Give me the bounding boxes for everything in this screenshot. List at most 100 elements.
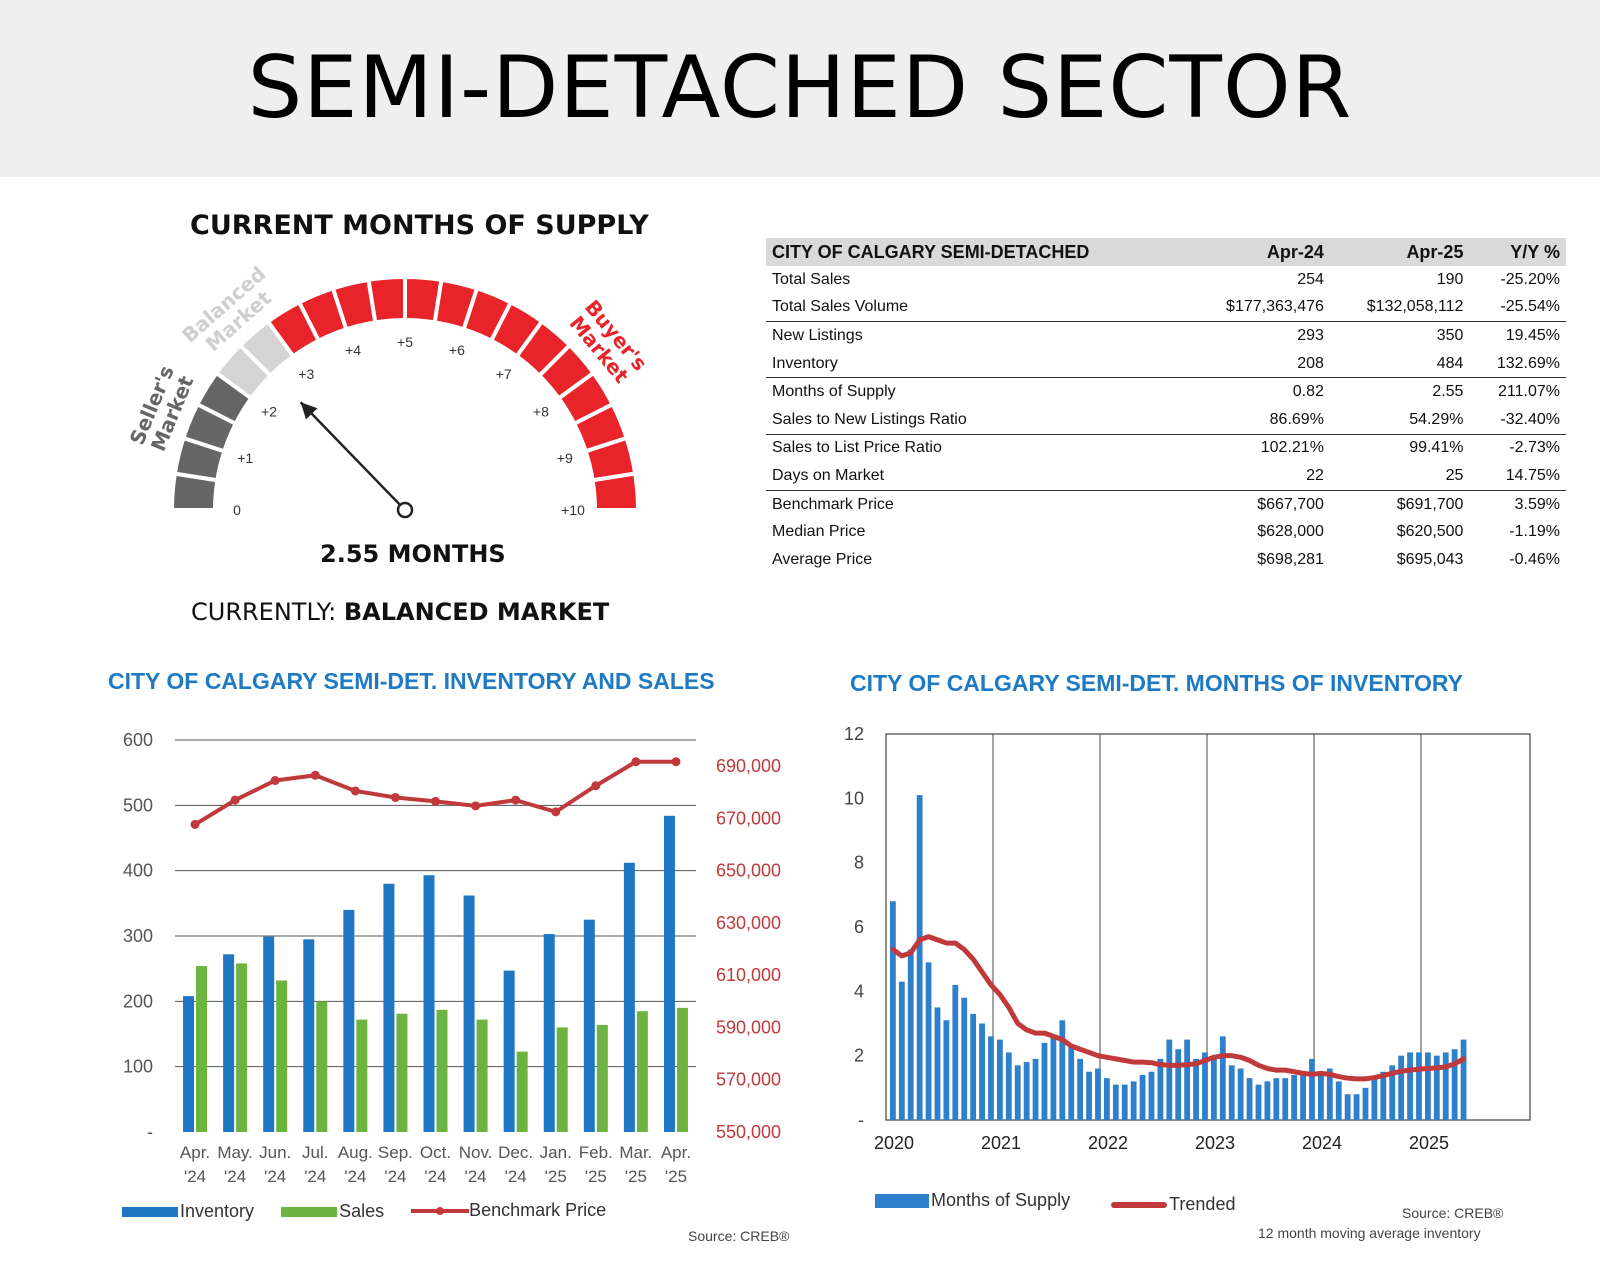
chart2-bar-months-supply xyxy=(1425,1052,1431,1120)
chart1-x-tick-year: '24 xyxy=(384,1167,406,1186)
chart2-bar-months-supply xyxy=(1300,1071,1306,1120)
chart2-bar-months-supply xyxy=(1353,1094,1360,1120)
chart2-y-tick: 8 xyxy=(854,853,864,873)
gauge-tick-label: +3 xyxy=(298,366,314,382)
legend-swatch-trended xyxy=(1111,1201,1168,1208)
chart1-bar-sales xyxy=(396,1013,408,1132)
chart1-bar-inventory xyxy=(183,996,195,1132)
chart2-bar-months-supply xyxy=(1166,1039,1173,1120)
chart2-bar-months-supply xyxy=(1291,1074,1298,1120)
table-cell: 350 xyxy=(1329,321,1470,350)
table-cell: 484 xyxy=(1436,354,1464,372)
chart1-bar-sales xyxy=(476,1019,488,1132)
chart2-y-tick: 6 xyxy=(854,917,864,937)
legend-label-inventory: Inventory xyxy=(180,1201,255,1221)
legend-item-sales: Sales xyxy=(281,1201,384,1222)
chart2-bar-months-supply xyxy=(1398,1055,1405,1120)
table-header-cell: Apr-25 xyxy=(1329,238,1470,266)
chart2-bar-months-supply xyxy=(1014,1065,1021,1120)
chart1-x-tick-year: '24 xyxy=(184,1167,206,1186)
table-cell: 3.59% xyxy=(1469,489,1566,519)
chart2-bar-months-supply xyxy=(1273,1078,1280,1120)
table-row-label: Inventory xyxy=(772,354,838,372)
table-cell: -25.20% xyxy=(1500,270,1560,288)
gauge-tick-label: +1 xyxy=(237,450,253,466)
chart2-bar-months-supply xyxy=(943,1020,950,1120)
chart1-x-tick-month: Sep. xyxy=(378,1143,413,1162)
chart1-y-left-tick: - xyxy=(147,1122,153,1142)
chart1-y-left-tick: 500 xyxy=(123,795,153,815)
chart2-bar-months-supply xyxy=(890,901,896,1120)
chart1-point-benchmark xyxy=(551,807,561,817)
chart1-bar-sales xyxy=(436,1009,448,1132)
chart1-y-right-tick: 650,000 xyxy=(716,861,781,881)
table-cell: 208 xyxy=(1297,354,1324,372)
chart2-bar-months-supply xyxy=(1175,1049,1182,1120)
chart2-bar-months-supply xyxy=(916,795,923,1120)
table-cell: $132,058,112 xyxy=(1366,298,1464,316)
table-cell: 86.69% xyxy=(1269,410,1324,428)
chart1-x-tick-month: Dec. xyxy=(498,1143,533,1162)
chart2-y-tick: - xyxy=(858,1110,864,1130)
legend-label-benchmark: Benchmark Price xyxy=(469,1200,607,1220)
chart1-bar-inventory xyxy=(303,939,315,1132)
chart2-bar-months-supply xyxy=(1005,1052,1012,1120)
table-row: Total Sales Volume $177,363,476 $132,058,1… xyxy=(766,294,1566,322)
chart2-bar-months-supply xyxy=(1264,1081,1271,1120)
chart1-x-tick-month: Nov. xyxy=(459,1143,493,1162)
page-title: SEMI-DETACHED SECTOR xyxy=(247,38,1353,138)
chart2-bar-months-supply xyxy=(1139,1074,1146,1120)
gauge-status-value: BALANCED MARKET xyxy=(343,598,610,626)
table-cell: -25.54% xyxy=(1500,298,1560,316)
table-row: Average Price $698,281 $695,043 -0.46% xyxy=(766,546,1566,574)
chart1-x-tick-month: May. xyxy=(217,1143,253,1162)
chart2-bar-months-supply xyxy=(1130,1081,1137,1120)
chart2-bar-months-supply xyxy=(1202,1052,1208,1120)
chart2-bar-months-supply xyxy=(1121,1084,1128,1120)
chart2-bar-months-supply xyxy=(1237,1068,1244,1120)
table-cell: $691,700 xyxy=(1329,489,1470,519)
chart1-x-tick-year: '24 xyxy=(424,1167,446,1186)
chart2-bar-months-supply xyxy=(1095,1068,1101,1120)
chart1-bar-sales xyxy=(356,1019,368,1132)
chart2-bar-months-supply xyxy=(1416,1052,1422,1120)
table-cell: 54.29% xyxy=(1409,410,1464,428)
chart1-bar-inventory xyxy=(623,862,635,1132)
table-cell: 22 xyxy=(1306,466,1324,484)
chart2-bar-months-supply xyxy=(1211,1055,1217,1120)
chart1-point-benchmark xyxy=(631,757,641,767)
chart2-bar-months-supply xyxy=(925,962,932,1120)
gauge-tick-label: +6 xyxy=(449,342,465,358)
chart1-x-tick-month: Apr. xyxy=(661,1143,691,1162)
gauge-segment-buyer xyxy=(590,471,641,512)
table-row: New Listings 293 350 19.45% xyxy=(766,321,1566,350)
chart2-y-tick: 12 xyxy=(844,724,864,744)
legend-swatch-sales xyxy=(281,1206,338,1217)
chart1-point-benchmark xyxy=(350,786,360,796)
chart1-point-benchmark xyxy=(390,792,400,802)
chart2-bar-months-supply xyxy=(1318,1071,1324,1120)
table-cell: 190 xyxy=(1436,270,1464,288)
gauge-needle-pivot xyxy=(396,501,414,519)
chart2-bar-months-supply xyxy=(1389,1065,1396,1120)
table-row: Sales to New Listings Ratio 86.69% 54.29% -… xyxy=(766,406,1566,434)
table-row-label: New Listings xyxy=(766,321,1189,350)
chart2-bar-months-supply xyxy=(1380,1071,1387,1120)
chart1-x-tick-month: Feb. xyxy=(579,1143,613,1162)
gauge-tick-label: +10 xyxy=(561,502,585,518)
legend-swatch-inventory xyxy=(122,1206,178,1217)
table-cell: 211.07% xyxy=(1469,377,1566,406)
chart2-bar-months-supply xyxy=(934,1007,941,1120)
table-cell: $177,363,476 xyxy=(1226,298,1324,316)
chart2-bar-months-supply xyxy=(1228,1065,1235,1120)
gauge-status: CURRENTLY: BALANCED MARKET xyxy=(191,598,609,626)
chart2-bar-months-supply xyxy=(1112,1084,1119,1120)
chart1-source: Source: CREB® xyxy=(688,1228,790,1244)
chart1-bar-inventory xyxy=(583,919,595,1132)
gauge-tick-label: +4 xyxy=(345,342,361,358)
chart2-bar-months-supply xyxy=(1184,1039,1191,1120)
chart1-point-benchmark xyxy=(671,757,681,767)
chart2-line-trended xyxy=(890,934,1467,1082)
chart1-point-benchmark xyxy=(591,781,601,791)
chart2-bar-months-supply xyxy=(1219,1036,1226,1120)
